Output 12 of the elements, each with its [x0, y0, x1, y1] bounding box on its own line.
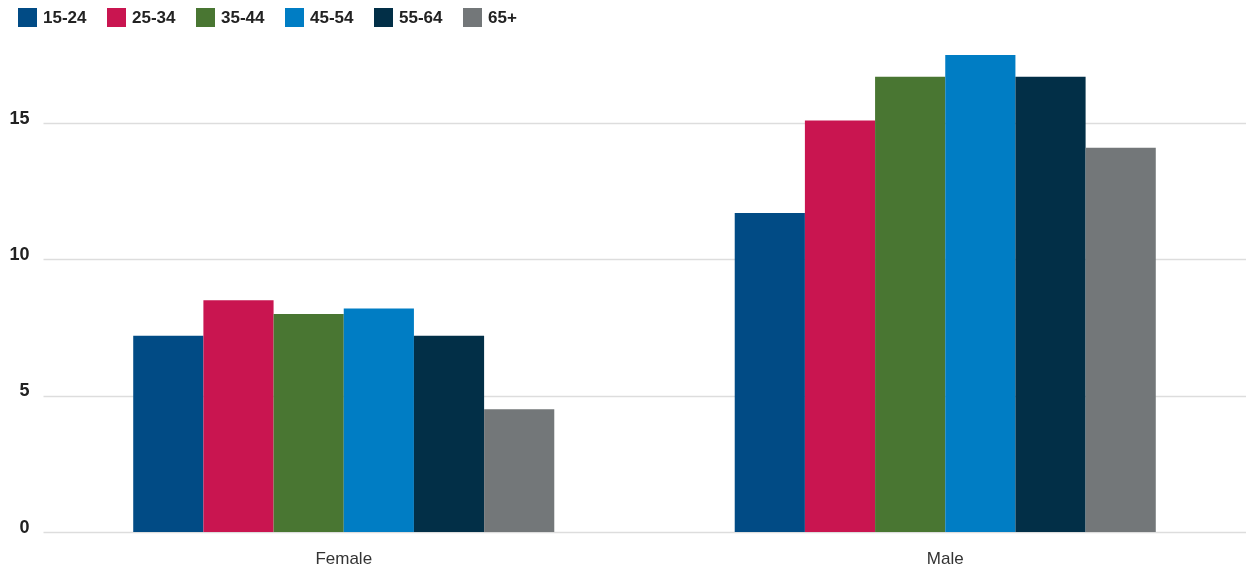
legend-label: 55-64 [399, 7, 444, 27]
legend-label: 65+ [488, 7, 517, 27]
x-tick-label: Female [315, 548, 373, 568]
legend-label: 15-24 [43, 7, 88, 27]
legend-label: 45-54 [310, 7, 355, 27]
legend-label: 25-34 [132, 7, 177, 27]
y-tick-label: 0 [19, 516, 30, 537]
legend-label: 35-44 [221, 7, 266, 27]
y-tick-label: 10 [9, 243, 30, 264]
y-tick-label: 5 [19, 380, 30, 401]
y-tick-label: 15 [9, 107, 30, 128]
x-tick-label: Male [926, 548, 964, 568]
